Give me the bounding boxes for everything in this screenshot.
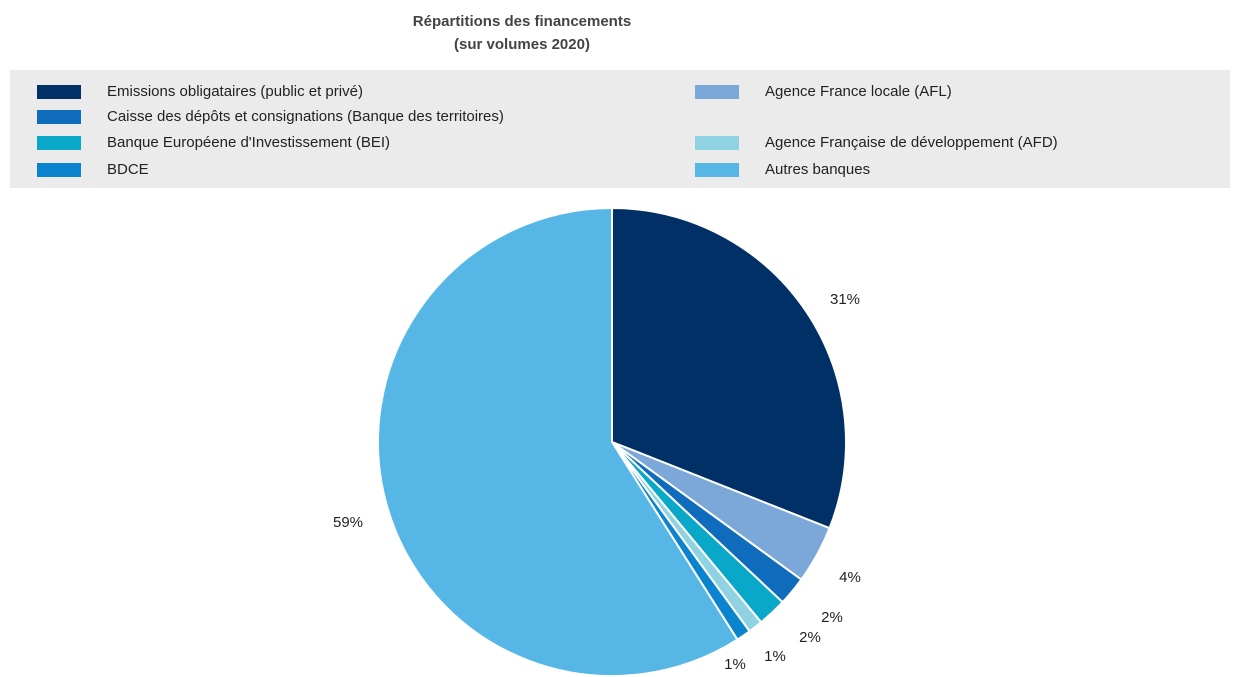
legend-label: Caisse des dépôts et consignations (Banq… (107, 108, 504, 125)
legend-swatch (37, 85, 81, 99)
legend-label: Agence Française de développement (AFD) (765, 134, 1058, 151)
legend-label: BDCE (107, 161, 149, 178)
data-label: 4% (839, 569, 861, 586)
legend-label: Autres banques (765, 161, 870, 178)
chart-subtitle: (sur volumes 2020) (454, 36, 590, 53)
data-label: 1% (724, 656, 746, 673)
data-label: 1% (764, 648, 786, 665)
data-label: 2% (799, 629, 821, 646)
pie-slice (611, 206, 847, 530)
data-label: 59% (333, 514, 363, 531)
chart-title: Répartitions des financements (413, 13, 631, 30)
legend-swatch (37, 163, 81, 177)
legend-swatch (695, 85, 739, 99)
data-label: 2% (821, 609, 843, 626)
data-label: 31% (830, 291, 860, 308)
legend-background (10, 70, 1230, 188)
legend-label: Emissions obligataires (public et privé) (107, 83, 363, 100)
legend-label: Banque Européene d'Investissement (BEI) (107, 134, 390, 151)
legend-swatch (695, 136, 739, 150)
pie-slice (377, 206, 739, 677)
legend-swatch (37, 110, 81, 124)
legend-label: Agence France locale (AFL) (765, 83, 952, 100)
legend-swatch (695, 163, 739, 177)
legend-swatch (37, 136, 81, 150)
